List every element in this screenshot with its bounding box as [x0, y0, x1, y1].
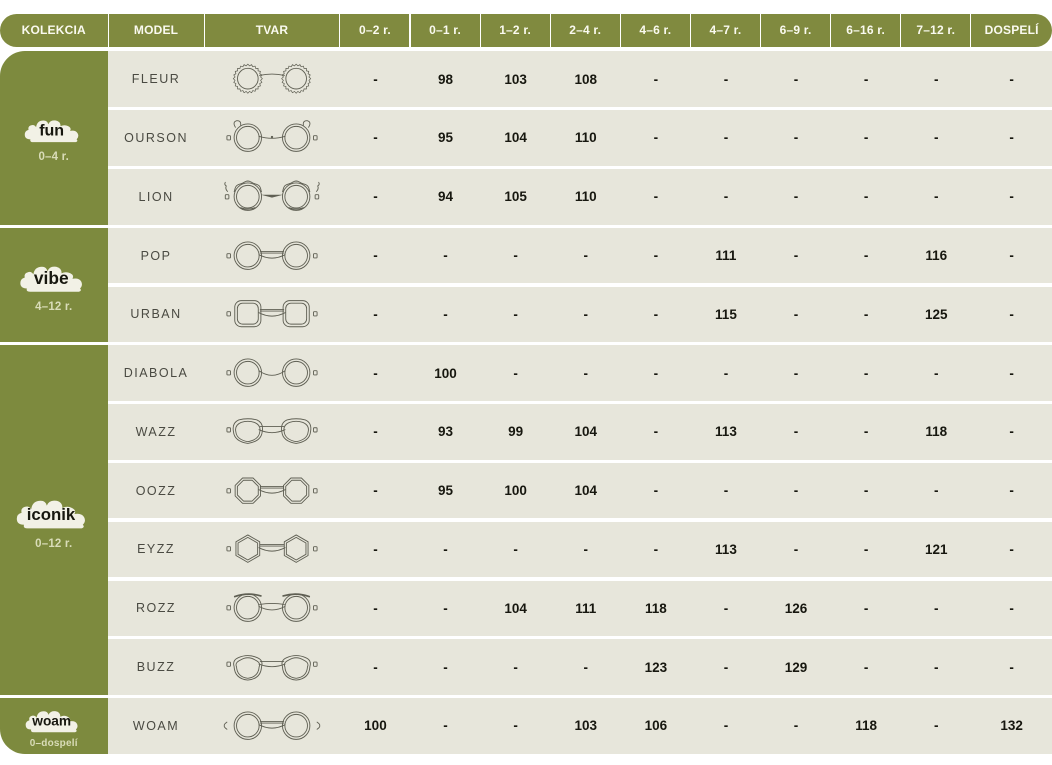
- svg-text:fun: fun: [39, 122, 64, 140]
- svg-text:vibe: vibe: [34, 268, 69, 288]
- svg-text:iconik: iconik: [26, 505, 75, 524]
- svg-text:woam: woam: [31, 713, 71, 728]
